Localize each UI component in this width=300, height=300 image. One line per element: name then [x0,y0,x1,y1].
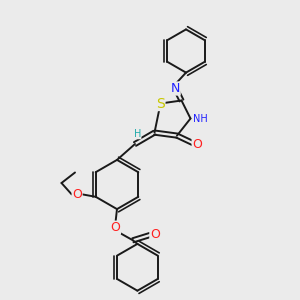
Text: N: N [171,82,180,95]
Text: H: H [134,129,141,139]
Text: O: O [72,188,82,201]
Text: O: O [192,138,202,152]
Text: S: S [156,97,165,110]
Text: O: O [150,228,160,242]
Text: O: O [111,221,120,234]
Text: NH: NH [193,113,208,124]
